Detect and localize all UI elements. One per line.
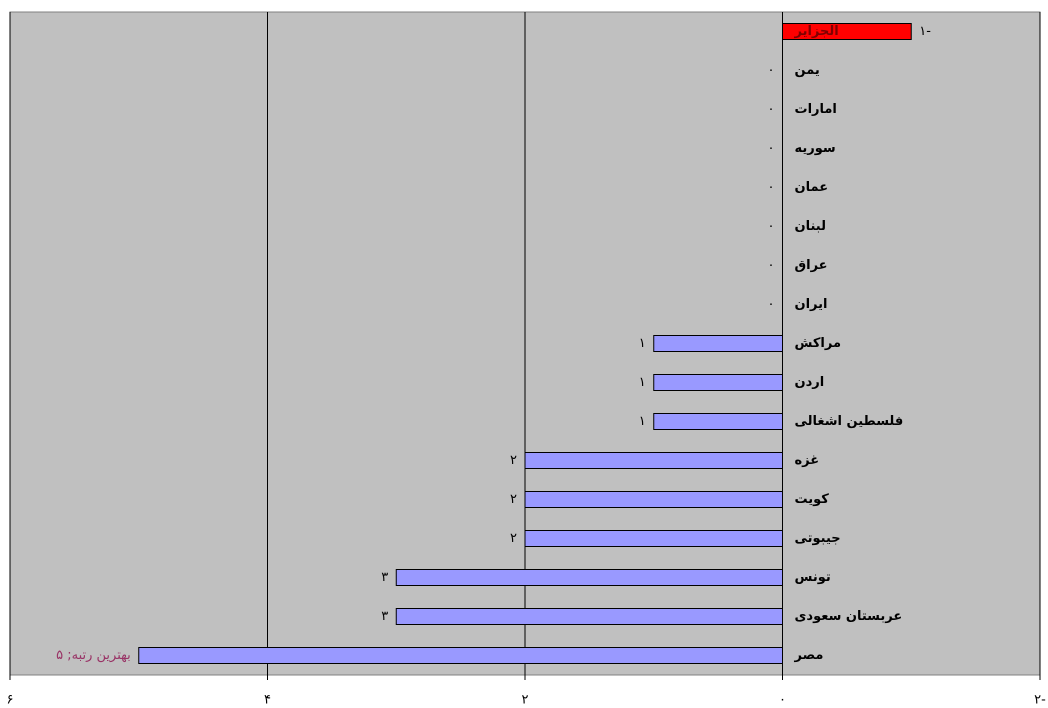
category-label: غزه [795,453,820,468]
bar [395,569,783,586]
data-label: ۱ [639,414,646,429]
x-tick-label: ۰ [779,693,786,708]
category-label: یمن [795,63,820,78]
x-tick-label: ۲ [522,693,529,708]
x-tick-label: ۲- [1034,693,1046,708]
bar [782,23,912,40]
category-label: امارات [795,102,837,117]
data-label: ۳ [381,570,388,585]
bar [524,491,783,508]
category-label: کویت [795,492,830,507]
category-label: سوریه [795,141,836,156]
data-label: ۲ [510,531,517,546]
data-label: ۲ [510,492,517,507]
category-label: فلسطین اشغالی [795,414,904,429]
category-label: لبنان [795,219,826,234]
category-label: ایران [795,297,828,312]
bar [524,452,783,469]
x-tick-label: ۴ [264,693,271,708]
data-label: ۰ [768,180,775,195]
category-label: تونس [795,570,831,585]
bar [653,413,783,430]
data-label: ۰ [768,102,775,117]
data-label: ۲ [510,453,517,468]
data-label: ۰ [768,63,775,78]
category-label: جیبوتی [795,531,841,546]
data-label: ۰ [768,141,775,156]
data-label: بهترین رتبه; ۵ [56,648,131,663]
data-label: ۰ [768,258,775,273]
data-label: ۱ [639,375,646,390]
data-label: ۰ [768,219,775,234]
category-label: عمان [795,180,829,195]
category-label: مصر [794,648,824,663]
data-label: ۱- [919,24,931,39]
data-label: ۱ [639,336,646,351]
category-label: اردن [795,375,825,390]
data-label: ۳ [381,609,388,624]
bar [524,530,783,547]
bar [395,608,783,625]
bar [653,335,783,352]
category-label: الجزایر [794,24,839,39]
category-label: مراکش [795,336,842,351]
bar [138,647,783,664]
category-label: عراق [795,258,828,273]
x-tick-label: ۶ [7,693,14,708]
category-label: عربستان سعودی [795,609,903,624]
bar [653,374,783,391]
data-label: ۰ [768,297,775,312]
